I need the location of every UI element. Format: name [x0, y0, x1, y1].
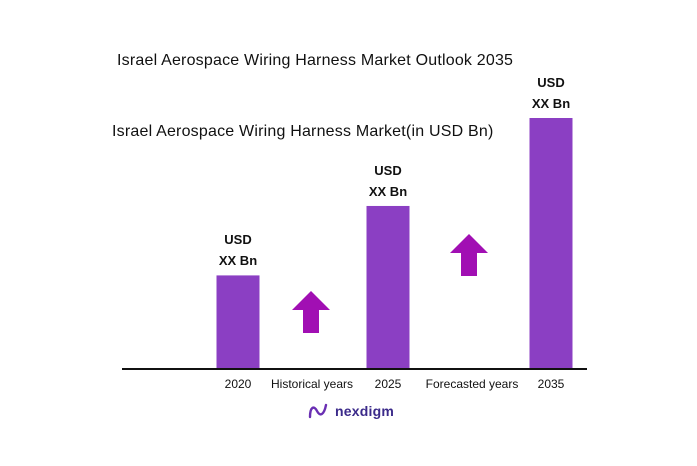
data-label-line: XX Bn: [368, 183, 408, 199]
data-label-2025: USD XX Bn: [369, 160, 407, 202]
bar-2025: [366, 205, 410, 368]
data-label-line: USD: [224, 232, 252, 248]
data-label-line: USD: [374, 162, 402, 178]
period-annotation-2: Forecasted years: [425, 377, 519, 391]
chart-title: Israel Aerospace Wiring Harness Market O…: [117, 52, 514, 69]
data-label-line: USD: [537, 75, 565, 90]
historical-growth-arrow-icon: [292, 291, 330, 333]
bar-group: [216, 118, 573, 368]
x-tick-label-2035: 2035: [537, 377, 565, 391]
data-label-line: XX Bn: [531, 96, 571, 111]
nexdigm-logo-icon: [308, 403, 328, 419]
bar-2020: [216, 275, 260, 368]
chart-subtitle: Israel Aerospace Wiring Harness Market(i…: [112, 123, 494, 140]
forecast-growth-arrow-icon: [450, 234, 488, 276]
brand-name: nexdigm: [335, 403, 394, 419]
x-tick-label-2020: 2020: [224, 377, 252, 391]
arrow-group: [292, 234, 488, 333]
data-label-2020: USD XX Bn: [219, 229, 257, 271]
data-label-line: XX Bn: [218, 253, 258, 269]
period-annotation-1: Historical years: [270, 377, 354, 391]
bar-2035: [529, 118, 573, 368]
brand-logo: nexdigm: [307, 402, 394, 420]
data-label-2035: USD XX Bn: [532, 72, 570, 114]
x-tick-label-2025: 2025: [374, 377, 402, 391]
